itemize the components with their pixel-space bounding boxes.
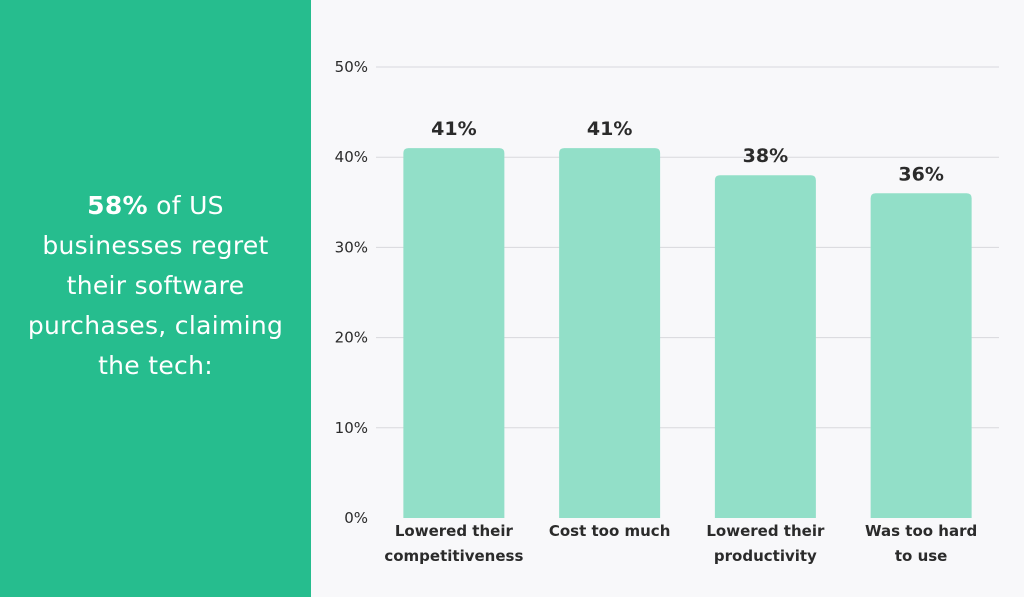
- x-tick-label: Lowered their: [395, 522, 514, 540]
- bar: [714, 175, 816, 519]
- y-tick-label: 0%: [344, 509, 368, 527]
- headline-line-1: 58% of US: [0, 186, 311, 226]
- bar-chart: 0% 10% 20% 30% 40% 50% 41% Lowered their competi…: [335, 58, 999, 565]
- headline-stat: 58%: [87, 191, 148, 220]
- x-tick-label: Cost too much: [549, 522, 671, 540]
- y-tick-label: 10%: [335, 419, 368, 437]
- x-tick-label: to use: [895, 547, 947, 565]
- x-tick-label: Lowered their: [706, 522, 825, 540]
- x-tick-label: productivity: [714, 547, 817, 565]
- y-tick-label: 40%: [335, 148, 368, 166]
- headline-line-3: their software: [66, 271, 245, 300]
- bar: [403, 148, 505, 518]
- data-label: 36%: [898, 163, 943, 185]
- headline-line-2: businesses regret: [42, 231, 269, 260]
- headline: 58% of US businesses regret their softwa…: [0, 186, 311, 386]
- headline-line-4: purchases, claiming: [27, 311, 284, 340]
- bar: [870, 193, 972, 518]
- x-tick-label: Was too hard: [865, 522, 977, 540]
- chart-area: 0% 10% 20% 30% 40% 50% 41% Lowered their competi…: [311, 0, 1024, 597]
- bar: [559, 148, 661, 518]
- headline-line-5: the tech:: [98, 351, 213, 380]
- y-tick-label: 30%: [335, 238, 368, 256]
- headline-text-1: of US: [147, 191, 224, 220]
- y-tick-label: 20%: [335, 329, 368, 347]
- y-tick-label: 50%: [335, 58, 368, 76]
- data-label: 41%: [431, 118, 476, 140]
- data-label: 41%: [587, 118, 632, 140]
- x-tick-label: competitiveness: [384, 547, 523, 565]
- left-panel: 58% of US businesses regret their softwa…: [0, 0, 311, 597]
- data-label: 38%: [743, 145, 788, 167]
